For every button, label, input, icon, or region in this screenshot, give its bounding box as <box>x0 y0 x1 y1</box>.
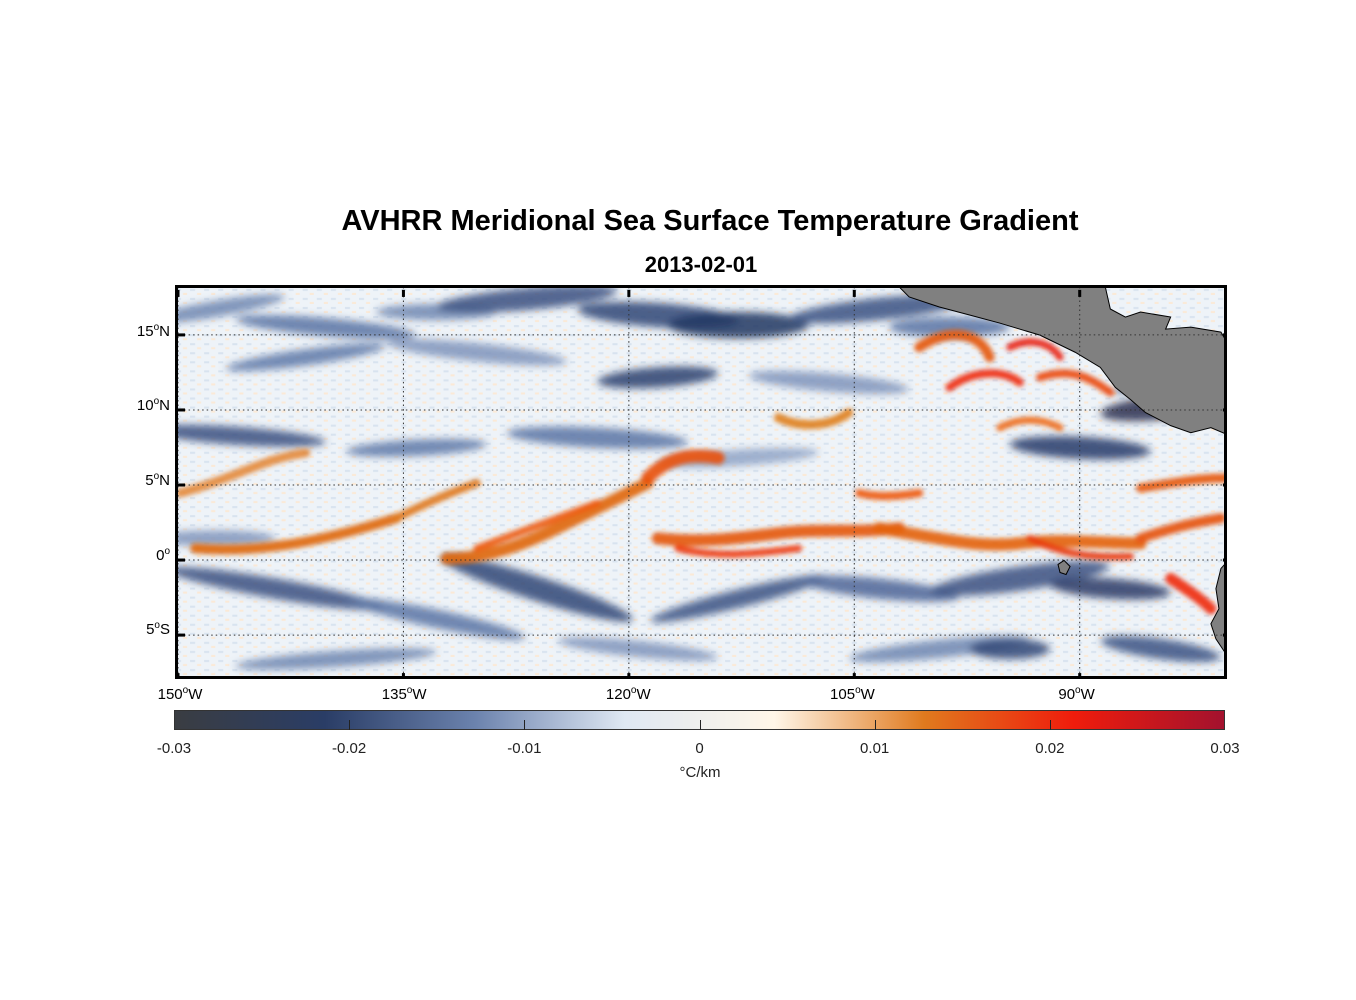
longitude-label: 90oW <box>1058 685 1095 704</box>
longitude-label: 105oW <box>830 685 875 704</box>
land-masses <box>899 288 1224 652</box>
negative-gradient-patch <box>347 597 526 640</box>
colorbar-tick-label: 0.03 <box>1210 740 1240 757</box>
positive-gradient-band <box>1135 473 1224 493</box>
map-panel <box>175 285 1227 679</box>
positive-gradient-band <box>641 449 725 485</box>
negative-gradient-patch <box>657 448 819 468</box>
colorbar-tick-label: -0.03 <box>156 740 192 757</box>
positive-gradient-band <box>651 522 906 547</box>
colorbar-tick-mark <box>1049 720 1051 730</box>
longitude-label: 120oW <box>605 685 651 704</box>
positive-gradient-band <box>872 522 1147 551</box>
latitude-label: 5oN <box>145 471 170 490</box>
galapagos-islands <box>1057 559 1071 576</box>
latitude-label: 10oN <box>136 396 170 415</box>
positive-gradient-band <box>945 369 1024 392</box>
negative-gradient-patch <box>889 317 1010 338</box>
colorbar-tick-label: -0.01 <box>507 740 542 757</box>
colorbar-tick-label: 0.02 <box>1035 740 1065 757</box>
map-subtitle: 2013-02-01 <box>644 252 758 277</box>
negative-gradient-patch <box>557 637 718 661</box>
negative-gradient-patch <box>667 312 809 339</box>
positive-gradient-band <box>1035 369 1115 397</box>
colorbar-tick-mark <box>349 720 351 730</box>
positive-gradient-band <box>178 448 311 498</box>
negative-gradient-patch <box>386 339 567 366</box>
positive-gradient-band <box>440 476 654 565</box>
positive-gradient-band <box>1135 513 1224 544</box>
positive-gradient-band <box>392 478 481 523</box>
axis-ticks <box>178 289 1224 676</box>
negative-gradient-patch <box>650 575 827 623</box>
negative-gradient-patch <box>1100 635 1221 662</box>
negative-gradient-patch <box>436 288 618 313</box>
map-title: AVHRR Meridional Sea Surface Temperature… <box>341 205 1079 237</box>
central-america-landmass <box>899 288 1224 434</box>
positive-gradient-band <box>1006 338 1064 361</box>
latitude-label: 15oN <box>136 321 170 340</box>
positive-gradient-band <box>854 489 924 501</box>
longitude-label: 150oW <box>157 685 203 704</box>
latitude-label: 0o <box>156 545 170 564</box>
positive-gradient-band <box>1165 573 1217 615</box>
positive-gradient-features <box>178 329 1224 615</box>
negative-gradient-patch <box>506 426 688 449</box>
negative-gradient-patch <box>178 566 385 611</box>
sst-gradient-map <box>178 288 1224 676</box>
negative-gradient-patch <box>178 294 285 324</box>
positive-gradient-band <box>914 329 995 363</box>
negative-gradient-patch <box>969 638 1050 659</box>
negative-gradient-features <box>178 288 1224 670</box>
negative-gradient-patch <box>798 575 960 602</box>
positive-gradient-band <box>190 513 402 555</box>
positive-gradient-band <box>473 499 601 552</box>
positive-gradient-band <box>773 408 854 430</box>
positive-gradient-band <box>674 544 803 558</box>
negative-gradient-patch <box>178 424 326 447</box>
negative-gradient-patch <box>1009 436 1151 460</box>
negative-gradient-patch <box>235 648 437 670</box>
negative-gradient-patch <box>441 555 633 622</box>
negative-gradient-patch <box>226 343 386 372</box>
negative-gradient-patch <box>178 530 276 547</box>
colorbar-tick-mark <box>524 720 526 730</box>
latitude-label: 5oS <box>146 620 170 639</box>
south-america-coast <box>1210 564 1224 652</box>
positive-gradient-band <box>996 416 1064 432</box>
colorbar-tick-mark <box>699 720 701 730</box>
negative-gradient-patch <box>597 366 718 389</box>
positive-gradient-band <box>1026 534 1134 561</box>
negative-gradient-patch <box>346 438 487 457</box>
colorbar-tick-label: 0.01 <box>860 740 890 757</box>
colorbar-unit-label: °C/km <box>679 764 721 781</box>
negative-gradient-patch <box>235 315 417 340</box>
negative-gradient-patch <box>748 370 909 394</box>
longitude-label: 135oW <box>381 685 427 704</box>
colorbar-tick-label: 0 <box>695 740 704 757</box>
colorbar-tick-label: -0.02 <box>332 740 367 757</box>
colorbar-tick-mark <box>874 720 876 730</box>
negative-gradient-patch <box>1050 577 1171 600</box>
